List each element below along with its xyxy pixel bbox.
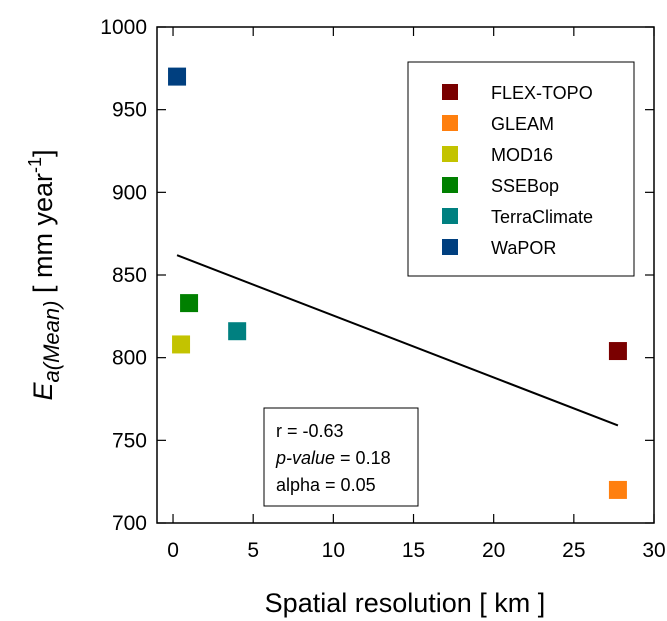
legend-swatch-terraclimate: [442, 208, 458, 224]
x-axis-title: Spatial resolution [ km ]: [265, 588, 546, 618]
legend-label-flex-topo: FLEX-TOPO: [491, 83, 593, 103]
y-axis-title-suffix: ]: [28, 150, 58, 158]
x-tick-label: 0: [167, 539, 179, 562]
stats-p: p-value = 0.18: [275, 448, 391, 468]
point-terraclimate: [228, 322, 247, 341]
legend-swatch-wapor: [442, 239, 458, 255]
axis-ticks: [157, 26, 655, 524]
legend-swatch-mod16: [442, 146, 458, 162]
x-tick-label: 20: [482, 539, 505, 562]
y-axis-title: Ea(Mean) [ mm year-1]: [25, 150, 64, 401]
data-points: [168, 67, 627, 499]
x-tick-label: 15: [402, 539, 425, 562]
y-tick-label: 900: [112, 181, 147, 204]
point-wapor: [168, 67, 187, 86]
x-tick-label: 30: [642, 539, 665, 562]
y-tick-label: 950: [112, 99, 147, 122]
legend-label-ssebop: SSEBop: [491, 176, 559, 196]
trend-line: [176, 254, 619, 427]
point-flex-topo: [608, 342, 627, 361]
legend-label-mod16: MOD16: [491, 145, 553, 165]
legend-swatch-flex-topo: [442, 84, 458, 100]
stats-p-value: = 0.18: [335, 448, 391, 468]
legend: FLEX-TOPO GLEAM MOD16 SSEBop TerraClimate WaP…: [442, 83, 593, 258]
x-tick-label: 5: [247, 539, 259, 562]
y-tick-label: 1000: [100, 16, 147, 39]
legend-swatch-ssebop: [442, 177, 458, 193]
x-tick-label: 10: [322, 539, 345, 562]
y-axis-title-exp: -1: [25, 157, 45, 173]
stats-alpha: alpha = 0.05: [276, 475, 376, 495]
point-mod16: [172, 335, 191, 354]
y-axis-title-unit: [ mm year: [28, 173, 58, 301]
legend-label-wapor: WaPOR: [491, 238, 556, 258]
stats-r: r = -0.63: [276, 421, 344, 441]
stats-p-label: p-value: [275, 448, 335, 468]
legend-label-gleam: GLEAM: [491, 114, 554, 134]
point-ssebop: [180, 294, 199, 313]
y-axis-title-sub: a(Mean): [39, 301, 64, 383]
y-tick-label: 850: [112, 264, 147, 287]
legend-label-terraclimate: TerraClimate: [491, 207, 593, 227]
legend-swatch-gleam: [442, 115, 458, 131]
y-axis-title-main: E: [28, 381, 58, 400]
y-tick-label: 700: [112, 512, 147, 535]
y-tick-label: 800: [112, 347, 147, 370]
stats-box: [263, 407, 419, 507]
x-tick-label: 25: [562, 539, 585, 562]
point-gleam: [608, 480, 627, 499]
axis-tick-labels: 0 5 10 15 20 25 30 700 750 800 850 900 950 1000: [100, 16, 665, 562]
y-tick-label: 750: [112, 429, 147, 452]
